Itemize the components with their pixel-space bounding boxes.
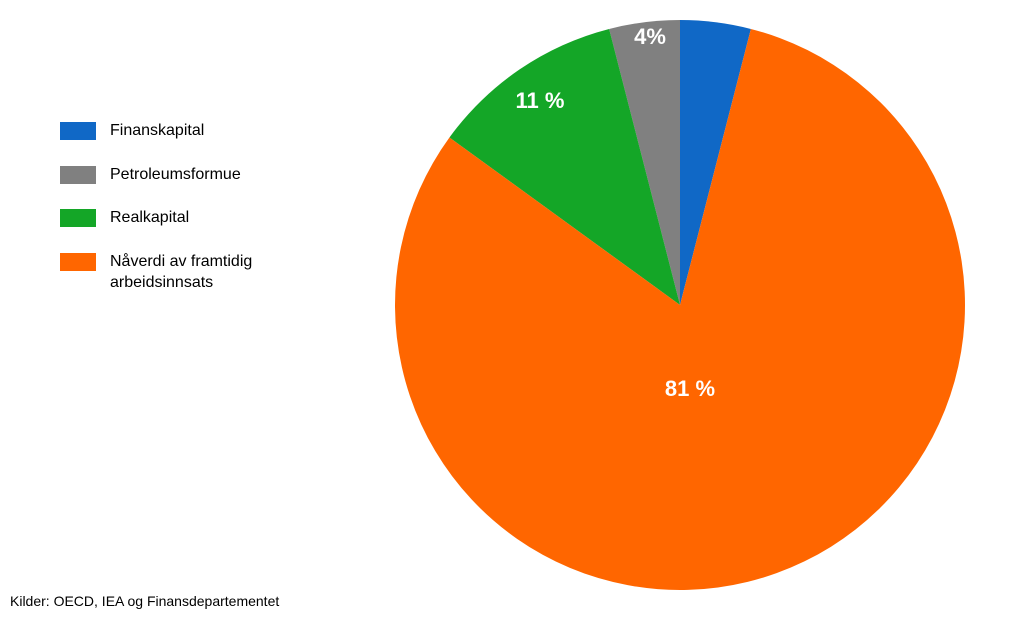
pie-chart: 4% 4% 11 % 81 % xyxy=(380,10,970,590)
slice-label: 11 % xyxy=(516,88,565,113)
slice-label: 4% xyxy=(704,10,736,11)
legend-swatch xyxy=(60,253,96,271)
legend-label: Finanskapital xyxy=(110,120,204,142)
legend-swatch xyxy=(60,166,96,184)
slice-label: 4% xyxy=(634,24,666,49)
legend-label: Nåverdi av framtidig arbeidsinnsats xyxy=(110,251,330,294)
legend-item: Finanskapital xyxy=(60,120,330,142)
legend-swatch xyxy=(60,209,96,227)
legend-label: Realkapital xyxy=(110,207,189,229)
chart-container: Finanskapital Petroleumsformue Realkapit… xyxy=(0,0,1022,625)
legend-item: Nåverdi av framtidig arbeidsinnsats xyxy=(60,251,330,294)
legend-swatch xyxy=(60,122,96,140)
legend-item: Realkapital xyxy=(60,207,330,229)
legend: Finanskapital Petroleumsformue Realkapit… xyxy=(60,120,330,316)
legend-item: Petroleumsformue xyxy=(60,164,330,186)
source-citation: Kilder: OECD, IEA og Finansdepartementet xyxy=(10,593,279,609)
legend-label: Petroleumsformue xyxy=(110,164,241,186)
slice-label: 81 % xyxy=(665,376,715,401)
